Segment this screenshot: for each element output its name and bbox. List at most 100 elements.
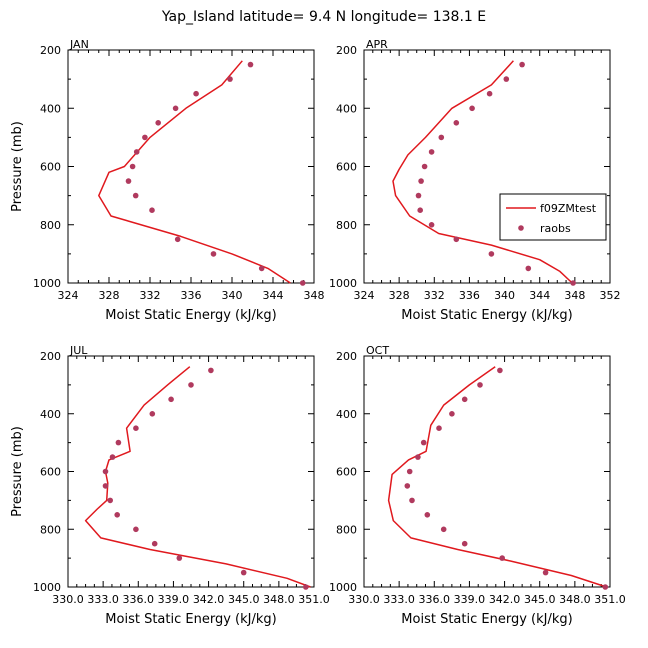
obs-point	[125, 178, 132, 184]
obs-point	[453, 236, 460, 243]
obs-point	[420, 439, 427, 446]
x-tick-label: 342.0	[489, 593, 521, 606]
obs-point	[107, 497, 113, 504]
obs-point	[149, 411, 156, 417]
y-tick-label: 600	[336, 466, 357, 479]
x-tick-label: 352	[600, 289, 621, 302]
y-tick-label: 600	[40, 466, 61, 479]
obs-point	[519, 61, 525, 68]
y-tick-label: 200	[336, 44, 357, 57]
obs-point	[404, 483, 411, 489]
series-line-f09zmtest	[84, 366, 311, 588]
x-tick-label: 324	[58, 289, 79, 302]
obs-point	[133, 526, 139, 533]
series-line-f09zmtest	[392, 60, 573, 284]
obs-point	[525, 265, 532, 272]
obs-point	[453, 120, 460, 126]
x-tick-label: 330.0	[348, 593, 380, 606]
x-tick-label: 351.0	[594, 593, 626, 606]
obs-point	[303, 584, 309, 590]
x-tick-label: 328	[99, 289, 120, 302]
obs-point	[132, 192, 139, 199]
obs-point	[188, 382, 194, 388]
y-axis-title: Pressure (mb)	[10, 121, 25, 212]
obs-point	[102, 468, 109, 475]
obs-point	[174, 236, 181, 243]
y-tick-label: 1000	[329, 581, 357, 594]
obs-point	[115, 439, 122, 446]
y-tick-label: 200	[40, 44, 61, 57]
panel-label: OCT	[366, 344, 389, 357]
obs-point	[240, 569, 247, 576]
x-tick-label: 340	[494, 289, 515, 302]
chart-panel-apr: 324 328 332 336 340 344 348 352 200 400 600 800 1000…	[329, 38, 621, 323]
obs-point	[438, 134, 445, 141]
x-tick-label: 339.0	[454, 593, 486, 606]
obs-point	[415, 192, 422, 199]
obs-point	[461, 540, 468, 547]
panel-label: JAN	[69, 38, 89, 51]
obs-point	[176, 555, 183, 561]
panel-label: APR	[366, 38, 388, 51]
legend-point-swatch	[518, 225, 524, 231]
legend: f09ZMtest raobs	[499, 193, 607, 241]
x-tick-label: 324	[354, 289, 375, 302]
y-tick-label: 1000	[33, 277, 61, 290]
x-tick-label: 348	[564, 289, 585, 302]
x-axis-title: Moist Static Energy (kJ/kg)	[401, 308, 572, 323]
obs-point	[486, 90, 493, 97]
obs-point	[503, 76, 510, 82]
y-tick-label: 400	[336, 408, 357, 421]
x-tick-label: 339.0	[158, 593, 190, 606]
obs-point	[570, 280, 576, 286]
x-tick-label: 344	[529, 289, 550, 302]
obs-point	[497, 367, 503, 374]
obs-point	[436, 425, 442, 432]
obs-point	[428, 222, 435, 228]
x-tick-label: 348	[304, 289, 325, 302]
obs-point	[469, 105, 475, 112]
obs-point	[155, 120, 161, 126]
obs-point	[247, 61, 254, 68]
x-tick-label: 345.0	[524, 593, 556, 606]
obs-point	[133, 425, 139, 432]
y-tick-label: 400	[40, 408, 61, 421]
obs-point	[109, 454, 116, 460]
y-tick-label: 600	[336, 161, 357, 174]
obs-point	[151, 540, 158, 547]
panel-label: JUL	[69, 344, 88, 357]
y-tick-label: 400	[336, 102, 357, 115]
legend-label-obs: raobs	[540, 222, 571, 235]
obs-point	[193, 90, 199, 97]
obs-point	[114, 512, 120, 518]
y-tick-label: 200	[40, 350, 61, 363]
x-tick-label: 336.0	[419, 593, 451, 606]
x-tick-label: 333.0	[383, 593, 415, 606]
obs-point	[461, 396, 468, 403]
y-tick-label: 1000	[33, 581, 61, 594]
obs-point	[142, 134, 148, 141]
obs-point	[210, 251, 217, 257]
series-line-f09zmtest	[98, 60, 291, 284]
obs-point	[542, 569, 549, 576]
obs-point	[488, 251, 495, 257]
x-tick-label: 333.0	[87, 593, 119, 606]
x-tick-label: 332	[140, 289, 161, 302]
x-tick-label: 340	[222, 289, 243, 302]
x-axis-title: Moist Static Energy (kJ/kg)	[105, 308, 276, 323]
y-tick-label: 800	[40, 219, 61, 232]
x-axis-title: Moist Static Energy (kJ/kg)	[105, 612, 276, 627]
series-line-f09zmtest	[387, 366, 607, 588]
obs-point	[406, 468, 413, 475]
obs-point	[133, 149, 140, 155]
chart-panel-jul: 330.0 333.0 336.0 339.0 342.0 345.0 348.0 351.0…	[10, 344, 330, 627]
obs-point	[477, 382, 483, 388]
y-tick-label: 200	[336, 350, 357, 363]
plot-frame	[363, 355, 611, 588]
y-axis-title: Pressure (mb)	[10, 426, 25, 517]
obs-point	[227, 76, 233, 82]
legend-label-model: f09ZMtest	[540, 202, 597, 215]
y-tick-label: 1000	[329, 277, 357, 290]
plot-frame	[67, 49, 315, 284]
